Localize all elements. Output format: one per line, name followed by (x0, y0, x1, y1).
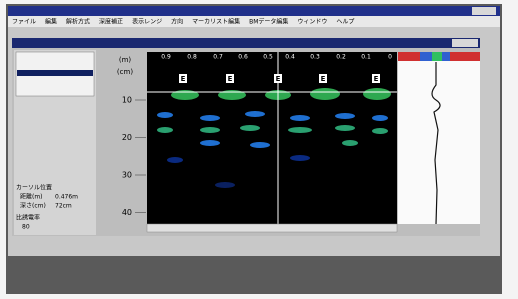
menu-item[interactable]: ウィンドウ (297, 18, 327, 26)
marker-label: E (181, 75, 186, 83)
screenshot: (m) (cm) カーソル位置 距離(m) 0.476m 深さ(cm) 72cm… (0, 0, 518, 299)
window-buttons[interactable] (472, 7, 496, 15)
waveform-panel (398, 52, 480, 224)
depth-tick-label: 40 (122, 208, 132, 217)
depth-tick-label: 30 (122, 171, 132, 180)
menu-item[interactable]: BMデータ編集 (249, 18, 288, 26)
child-window-buttons[interactable] (452, 39, 478, 47)
menu-item[interactable]: 表示レンジ (132, 18, 162, 26)
cursor-title: カーソル位置 (16, 184, 52, 192)
menu-item[interactable]: ヘルプ (336, 19, 354, 26)
permittivity-label: 比誘電率 (16, 214, 40, 222)
top-tick-label: 0.5 (263, 54, 273, 61)
menu-item[interactable]: ファイル (12, 19, 36, 26)
top-tick-label: 0.7 (213, 54, 223, 61)
top-tick-label: 0.2 (336, 54, 346, 61)
marker-label: E (228, 75, 233, 83)
top-tick-label: 0.4 (285, 54, 295, 61)
marker-label: E (276, 75, 281, 83)
scrollbar[interactable] (147, 224, 397, 232)
top-tick-label: 0.1 (361, 54, 371, 61)
menu-item[interactable]: マーカリスト編集 (192, 18, 240, 26)
top-tick-label: 0 (388, 54, 392, 61)
distance-value: 0.476m (55, 194, 78, 201)
depth-tick-label: 10 (122, 96, 132, 105)
top-unit: (m) (119, 56, 132, 64)
menu-item[interactable]: 解析方式 (66, 18, 90, 26)
depth-tick-label: 20 (122, 133, 132, 142)
marker-label: E (321, 75, 326, 83)
top-tick-label: 0.8 (187, 54, 197, 61)
marker-label: E (374, 75, 379, 83)
menu-item[interactable]: 深度補正 (99, 18, 123, 26)
top-tick-label: 0.3 (310, 54, 320, 61)
app-title-bar (8, 6, 500, 16)
top-tick-label: 0.6 (238, 54, 248, 61)
top-tick-label: 0.9 (161, 54, 171, 61)
depth-value: 72cm (55, 203, 72, 210)
distance-label: 距離(m) (20, 193, 43, 201)
menu-item[interactable]: 方向 (171, 18, 183, 26)
depth-label: 深さ(cm) (20, 202, 46, 210)
depth-unit: (cm) (117, 68, 133, 76)
selected-row[interactable] (17, 70, 93, 76)
child-title-bar (12, 38, 480, 48)
permittivity-value: 80 (22, 224, 30, 231)
color-bar-segment (432, 52, 442, 61)
menu-item[interactable]: 編集 (45, 18, 57, 26)
